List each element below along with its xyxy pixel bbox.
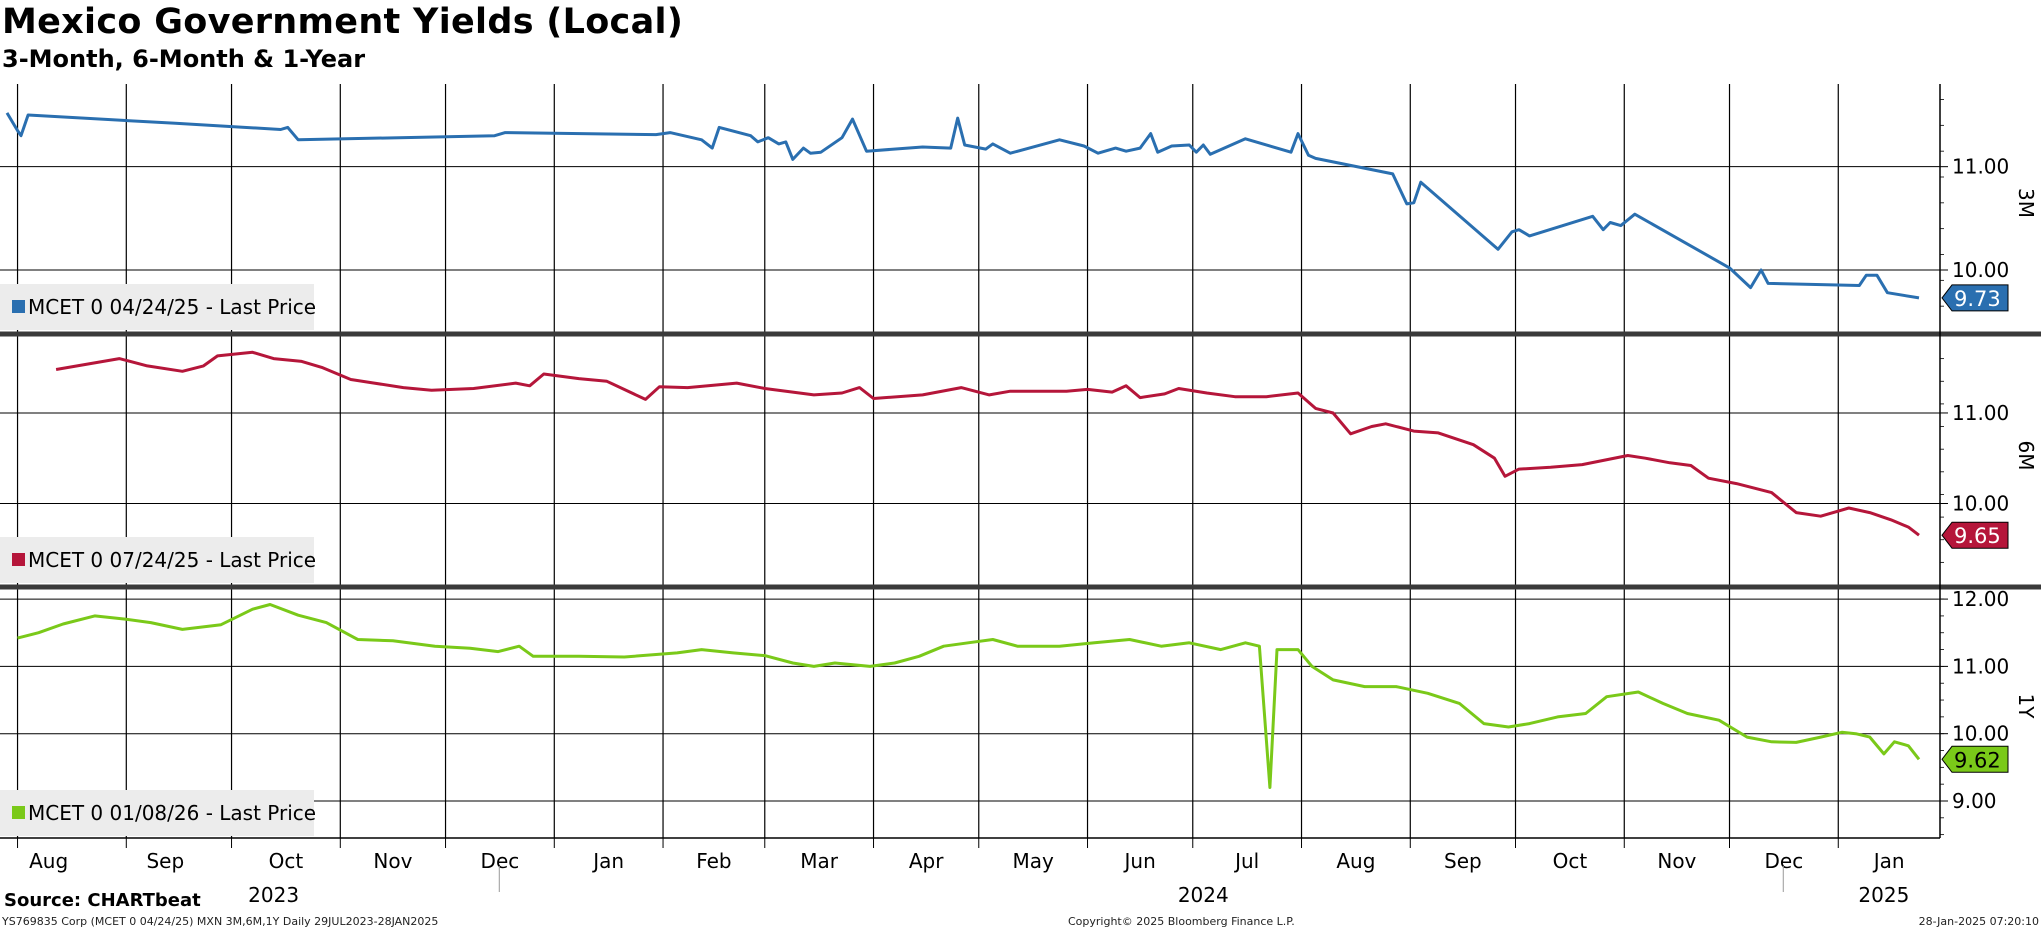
y-tick-label: 9.00 <box>1952 789 1997 813</box>
month-tick-label: Jul <box>1233 849 1259 873</box>
panel-axis-label: 3M <box>2014 188 2038 218</box>
month-tick-label: Feb <box>696 849 731 873</box>
panel-axis-label: 6M <box>2014 441 2038 471</box>
last-value-tag <box>1941 745 2009 773</box>
chart-subtitle: 3-Month, 6-Month & 1-Year <box>2 45 366 73</box>
month-tick-label: Dec <box>481 849 520 873</box>
month-tick-label: Nov <box>1657 849 1696 873</box>
chart-title: Mexico Government Yields (Local) <box>2 2 684 42</box>
month-tick-label: Nov <box>373 849 412 873</box>
month-tick-label: Aug <box>29 849 68 873</box>
legend-box <box>0 284 314 330</box>
last-value-tag <box>1941 284 2009 312</box>
y-tick-label: 10.00 <box>1952 258 2009 282</box>
month-tick-label: Sep <box>146 849 184 873</box>
y-tick-label: 11.00 <box>1952 401 2009 425</box>
month-tick-label: Apr <box>909 849 944 873</box>
footer-timestamp: 28-Jan-2025 07:20:10 <box>1918 915 2039 928</box>
legend-box <box>0 537 314 583</box>
y-tick-label: 11.00 <box>1952 654 2009 678</box>
last-value-label: 9.62 <box>1954 748 2001 772</box>
legend-swatch <box>12 300 25 313</box>
series-line-6M <box>55 350 1920 537</box>
y-tick-label: 10.00 <box>1952 492 2009 516</box>
legend-box <box>0 790 314 836</box>
series-line-3M <box>5 112 1920 300</box>
y-tick-label: 12.00 <box>1952 587 2009 611</box>
y-tick-label: 11.00 <box>1952 155 2009 179</box>
last-value-label: 9.65 <box>1954 524 2001 548</box>
legend-swatch <box>12 553 25 566</box>
month-tick-label: Aug <box>1336 849 1375 873</box>
legend-label: MCET 0 01/08/26 - Last Price <box>28 801 316 825</box>
footer-ticker: YS769835 Corp (MCET 0 04/24/25) MXN 3M,6… <box>2 915 439 928</box>
y-tick-label: 10.00 <box>1952 722 2009 746</box>
footer-copyright: Copyright© 2025 Bloomberg Finance L.P. <box>1068 915 1295 928</box>
year-label: 2024 <box>1178 883 1229 907</box>
last-value-tag <box>1941 521 2009 549</box>
month-tick-label: Oct <box>269 849 304 873</box>
legend-label: MCET 0 07/24/25 - Last Price <box>28 548 316 572</box>
month-tick-label: May <box>1012 849 1054 873</box>
month-tick-label: Oct <box>1553 849 1588 873</box>
legend-swatch <box>12 806 25 819</box>
panel-axis-label: 1Y <box>2014 694 2038 720</box>
series-line-1Y <box>17 603 1921 789</box>
last-value-label: 9.73 <box>1954 287 2001 311</box>
month-tick-label: Jun <box>1123 849 1156 873</box>
year-label: 2025 <box>1858 883 1909 907</box>
legend-label: MCET 0 04/24/25 - Last Price <box>28 295 316 319</box>
month-tick-label: Mar <box>800 849 839 873</box>
month-tick-label: Dec <box>1765 849 1804 873</box>
source-note: Source: CHARTbeat <box>4 890 201 911</box>
month-tick-label: Jan <box>1872 849 1905 873</box>
year-label: 2023 <box>248 883 299 907</box>
month-tick-label: Sep <box>1444 849 1482 873</box>
month-tick-label: Jan <box>591 849 624 873</box>
